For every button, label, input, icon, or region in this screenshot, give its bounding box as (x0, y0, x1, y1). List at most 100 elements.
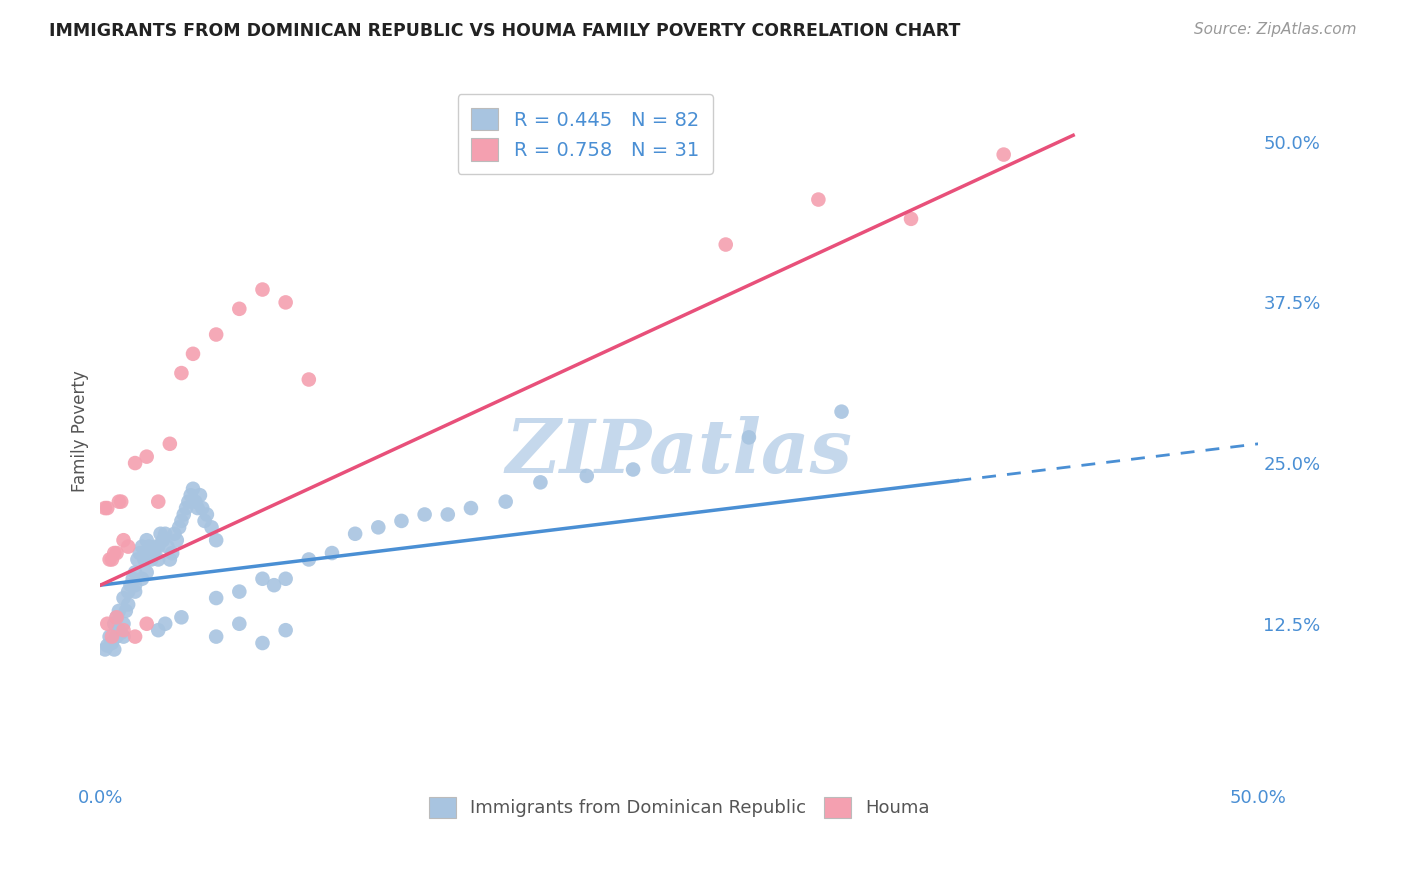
Point (145, 540, 167, 554)
Point (105, 546, 128, 560)
Point (170, 514, 193, 528)
Point (738, 430, 761, 444)
Point (124, 566, 146, 580)
Point (98, 630, 121, 644)
Point (131, 572, 153, 586)
Point (128, 546, 150, 560)
Point (117, 540, 139, 554)
Point (180, 488, 202, 502)
Point (367, 520, 389, 534)
Point (274, 295, 297, 310)
Point (112, 630, 135, 644)
Point (105, 610, 128, 624)
Point (228, 616, 250, 631)
Point (98, 552, 121, 566)
Point (135, 616, 157, 631)
Point (188, 488, 211, 502)
Point (529, 475, 551, 490)
Point (94, 501, 117, 516)
Point (131, 540, 153, 554)
Point (321, 546, 343, 560)
Point (152, 533, 174, 548)
Point (135, 450, 157, 464)
Point (205, 591, 228, 605)
Point (831, 404, 853, 418)
Point (148, 623, 170, 637)
Point (495, 494, 517, 508)
Point (181, 347, 204, 361)
Point (195, 508, 218, 522)
Point (101, 636, 124, 650)
Point (108, 604, 131, 618)
Point (124, 584, 146, 599)
Point (177, 494, 200, 508)
Point (274, 572, 297, 586)
Point (120, 578, 142, 592)
Point (124, 456, 146, 470)
Point (108, 494, 131, 508)
Point (96, 639, 118, 653)
Point (148, 494, 170, 508)
Point (127, 552, 149, 566)
Point (121, 572, 143, 586)
Point (460, 501, 482, 516)
Point (167, 520, 190, 534)
Point (436, 508, 458, 522)
Point (174, 501, 197, 516)
Legend: Immigrants from Dominican Republic, Houma: Immigrants from Dominican Republic, Houm… (422, 789, 938, 825)
Point (124, 630, 146, 644)
Point (194, 514, 217, 528)
Point (993, 147, 1015, 161)
Point (205, 327, 228, 342)
Point (94, 642, 117, 657)
Text: Source: ZipAtlas.com: Source: ZipAtlas.com (1194, 22, 1357, 37)
Point (160, 546, 183, 560)
Point (900, 211, 922, 226)
Point (135, 546, 157, 560)
Point (112, 591, 135, 605)
Point (101, 552, 124, 566)
Point (184, 494, 207, 508)
Point (252, 283, 274, 297)
Point (575, 469, 598, 483)
Point (191, 501, 214, 516)
Point (228, 584, 250, 599)
Point (103, 546, 125, 560)
Point (105, 610, 128, 624)
Point (714, 237, 737, 252)
Point (156, 540, 179, 554)
Point (621, 462, 644, 476)
Point (149, 526, 172, 541)
Point (187, 501, 209, 516)
Y-axis label: Family Poverty: Family Poverty (72, 370, 89, 491)
Point (159, 552, 181, 566)
Point (413, 508, 436, 522)
Point (108, 623, 131, 637)
Point (155, 526, 177, 541)
Point (252, 572, 274, 586)
Point (112, 623, 135, 637)
Text: ZIPatlas: ZIPatlas (506, 416, 853, 489)
Point (181, 482, 204, 496)
Point (96, 616, 118, 631)
Point (148, 540, 170, 554)
Point (96, 501, 118, 516)
Point (117, 584, 139, 599)
Point (163, 526, 186, 541)
Text: IMMIGRANTS FROM DOMINICAN REPUBLIC VS HOUMA FAMILY POVERTY CORRELATION CHART: IMMIGRANTS FROM DOMINICAN REPUBLIC VS HO… (49, 22, 960, 40)
Point (228, 301, 250, 316)
Point (344, 526, 367, 541)
Point (112, 616, 135, 631)
Point (166, 533, 188, 548)
Point (105, 630, 128, 644)
Point (807, 193, 830, 207)
Point (124, 578, 146, 592)
Point (135, 533, 157, 548)
Point (170, 610, 193, 624)
Point (114, 604, 136, 618)
Point (141, 552, 163, 566)
Point (173, 508, 195, 522)
Point (142, 546, 165, 560)
Point (135, 566, 157, 580)
Point (112, 533, 135, 548)
